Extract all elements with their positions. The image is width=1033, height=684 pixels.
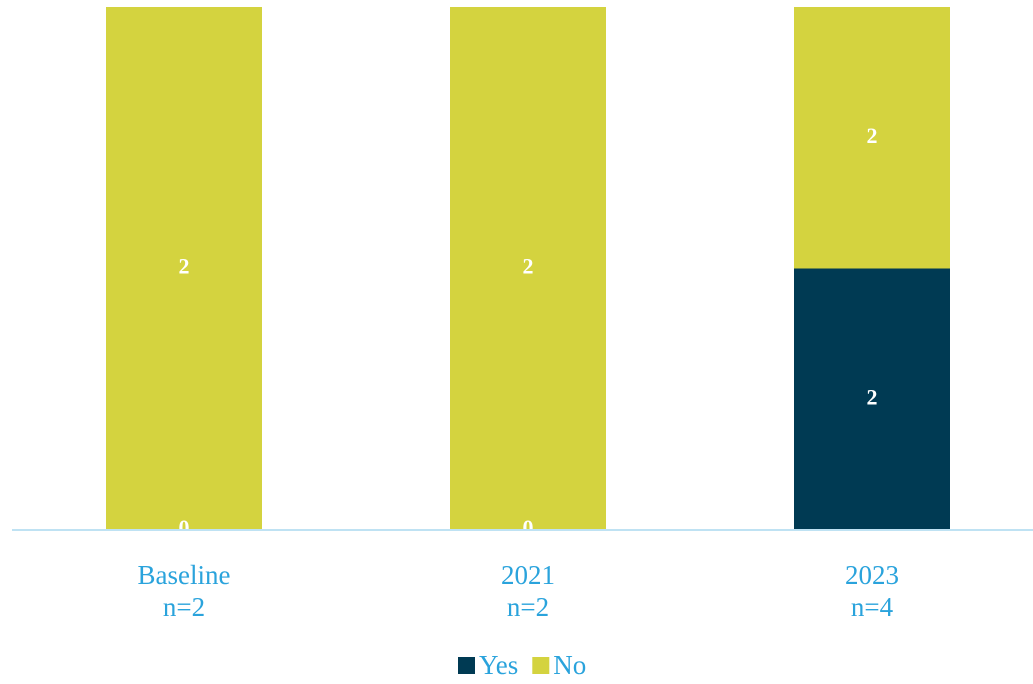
x-tick-label: n=2 <box>507 592 549 622</box>
data-label: 2 <box>179 254 190 279</box>
legend-swatch <box>532 657 550 674</box>
x-tick-label: 2023 <box>845 560 899 590</box>
bar-segment <box>794 268 950 530</box>
x-tick-label: n=2 <box>163 592 205 622</box>
legend-label: No <box>553 650 586 680</box>
data-label: 0 <box>179 515 190 540</box>
legend-label: Yes <box>479 650 518 680</box>
legend-swatch <box>458 657 475 674</box>
x-tick-label: 2021 <box>501 560 555 590</box>
x-tick-label: Baseline <box>138 560 231 590</box>
data-label: 0 <box>523 515 534 540</box>
x-tick-label: n=4 <box>851 592 894 622</box>
bar-segment <box>450 7 606 530</box>
bar-segment <box>794 7 950 269</box>
data-label: 2 <box>867 123 878 148</box>
data-label: 2 <box>523 254 534 279</box>
bar-segment <box>106 7 262 530</box>
data-label: 2 <box>867 384 878 409</box>
